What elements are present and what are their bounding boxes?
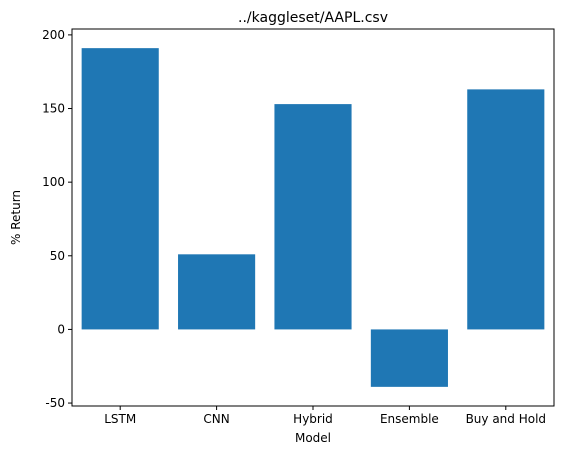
y-tick-label: -50 — [45, 396, 65, 410]
bar-buy-and-hold — [467, 89, 545, 330]
plot-frame — [71, 28, 555, 407]
bar-hybrid — [274, 104, 352, 330]
bar-cnn — [178, 254, 256, 330]
y-tick-label: 150 — [42, 102, 65, 116]
chart-title: ../kaggleset/AAPL.csv — [238, 10, 388, 26]
bar-ensemble — [370, 329, 448, 387]
y-tick-label: 0 — [57, 322, 65, 336]
x-tick-label: CNN — [203, 412, 229, 426]
y-axis-label: % Return — [9, 190, 23, 245]
bar-lstm — [81, 48, 159, 330]
y-tick-label: 100 — [42, 175, 65, 189]
x-tick-label: LSTM — [104, 412, 136, 426]
y-tick-label: 200 — [42, 28, 65, 42]
y-tick-label: 50 — [50, 249, 65, 263]
plot-area: LSTM CNN Hybrid Ensemble Buy and Hold -50 0 50 1… — [42, 28, 555, 426]
x-axis-label: Model — [295, 431, 331, 445]
x-tick-label: Hybrid — [293, 412, 333, 426]
x-tick-label: Buy and Hold — [466, 412, 546, 426]
x-tick-label: Ensemble — [380, 412, 439, 426]
